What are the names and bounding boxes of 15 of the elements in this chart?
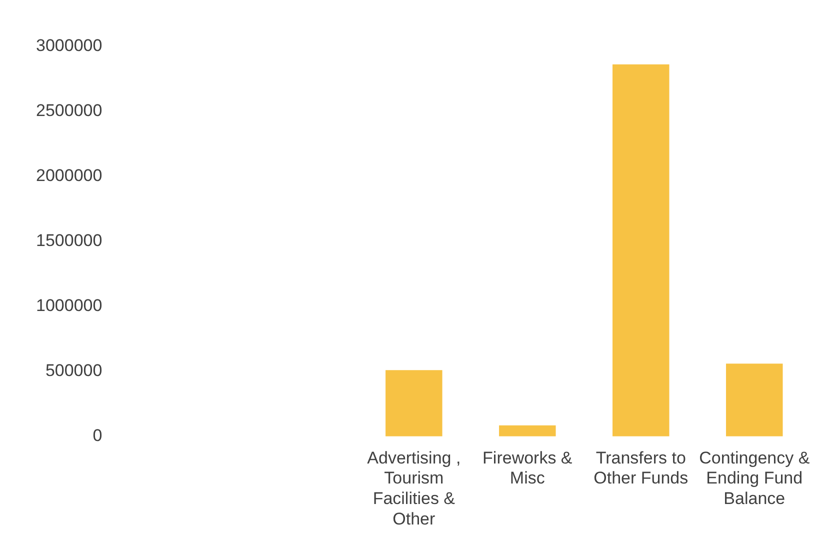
x-tick-label: Fireworks & Misc [482,448,573,488]
bar [499,425,556,436]
x-tick-label: Advertising , Tourism Facilities & Other [367,448,461,528]
y-tick-label: 3000000 [36,36,102,55]
bar [612,64,670,436]
y-tick-label: 2500000 [36,100,102,120]
y-tick-label: 2000000 [36,166,102,185]
y-tick-label: 1000000 [36,296,102,316]
bar [726,364,783,436]
bar [386,370,442,436]
y-tick-label: 500000 [45,361,102,380]
x-tick-label: Contingency & Ending Fund Balance [699,448,810,508]
y-tick-label: 1500000 [36,230,102,250]
y-tick-label: 0 [92,426,102,446]
x-tick-label: Transfers to Other Funds [594,448,688,488]
